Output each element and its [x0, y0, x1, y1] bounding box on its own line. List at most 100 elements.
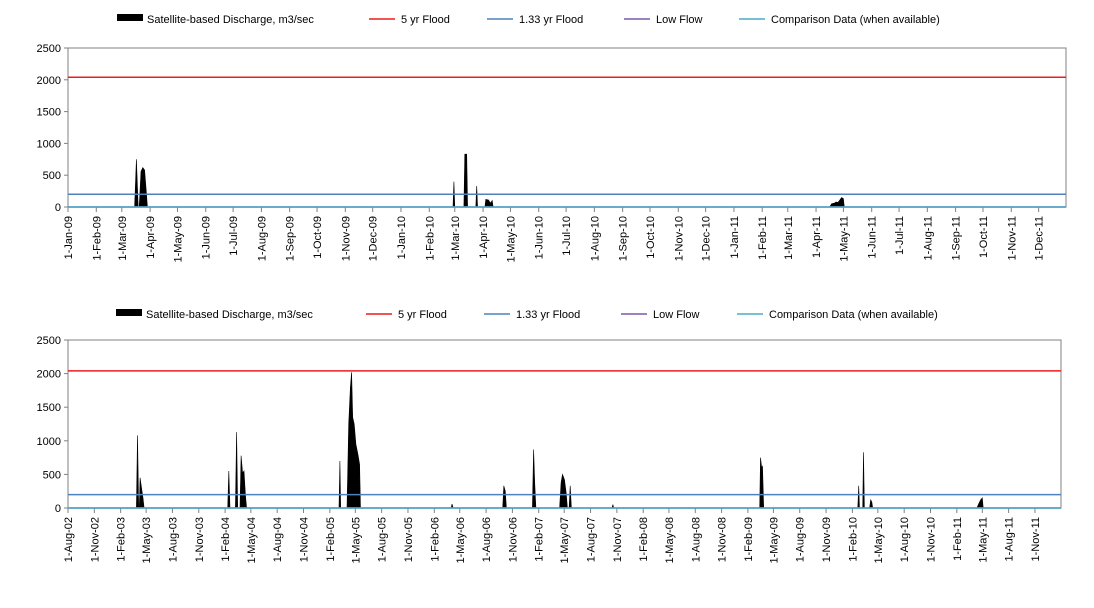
x-tick-label: 1-Nov-10	[926, 517, 938, 562]
y-tick-label: 2500	[37, 335, 61, 347]
x-tick-label: 1-Aug-10	[589, 216, 601, 261]
legend-entry: 5 yr Flood	[366, 309, 447, 321]
x-tick-label: 1-Mar-11	[783, 216, 795, 260]
x-tick-label: 1-Aug-08	[690, 517, 702, 562]
x-tick-label: 1-Sep-11	[951, 216, 963, 260]
legend-label: Comparison Data (when available)	[769, 309, 938, 321]
x-tick-label: 1-May-11	[977, 517, 989, 563]
legend-entry: Satellite-based Discharge, m3/sec	[117, 14, 314, 26]
x-tick-label: 1-May-11	[838, 216, 850, 262]
x-tick-label: 1-Sep-10	[618, 216, 630, 261]
plot-area	[67, 47, 1067, 208]
legend-label: 1.33 yr Flood	[519, 14, 583, 26]
x-tick-label: 1-Feb-04	[220, 517, 232, 562]
x-tick-label: 1-Aug-02	[63, 517, 75, 562]
x-tick-label: 1-Dec-11	[1034, 216, 1046, 260]
x-tick-label: 1-Aug-05	[377, 517, 389, 562]
legend-label: Low Flow	[653, 309, 700, 321]
x-tick-label: 1-May-07	[559, 517, 571, 563]
x-tick-label: 1-Oct-10	[645, 216, 657, 259]
x-tick-label: 1-Nov-05	[403, 517, 415, 562]
y-tick-label: 1500	[37, 107, 61, 119]
y-tick-label: 1000	[37, 138, 61, 150]
x-tick-label: 1-Oct-11	[978, 216, 990, 258]
x-tick-label: 1-Jan-09	[63, 216, 75, 259]
x-tick-label: 1-Sep-09	[285, 216, 297, 261]
legend-label: Comparison Data (when available)	[771, 14, 940, 26]
x-tick-label: 1-Feb-06	[429, 517, 441, 562]
x-tick-label: 1-Feb-11	[757, 216, 769, 260]
x-tick-label: 1-Nov-09	[340, 216, 352, 261]
legend-entry: 1.33 yr Flood	[484, 309, 580, 321]
legend-label: 5 yr Flood	[401, 14, 450, 26]
x-tick-label: 1-Apr-10	[478, 216, 490, 259]
x-tick-label: 1-Nov-11	[1030, 517, 1042, 561]
y-tick-label: 2500	[37, 43, 61, 55]
x-tick-label: 1-Aug-09	[256, 216, 268, 261]
x-tick-label: 1-Oct-09	[312, 216, 324, 259]
y-tick-label: 0	[55, 503, 61, 515]
x-tick-label: 1-May-09	[768, 517, 780, 563]
x-tick-label: 1-Nov-11	[1006, 216, 1018, 260]
y-tick-label: 500	[43, 170, 61, 182]
legend-swatch	[116, 309, 142, 316]
x-tick-label: 1-Feb-05	[325, 517, 337, 562]
x-tick-label: 1-May-10	[873, 517, 885, 563]
x-tick-label: 1-Nov-09	[821, 517, 833, 562]
x-tick-label: 1-May-08	[664, 517, 676, 563]
x-tick-label: 1-Jul-10	[561, 216, 573, 256]
x-tick-label: 1-Jun-11	[867, 216, 879, 259]
y-tick-label: 500	[43, 469, 61, 481]
x-tick-label: 1-Aug-11	[1004, 517, 1016, 561]
legend-label: Satellite-based Discharge, m3/sec	[146, 309, 313, 321]
x-tick-label: 1-Aug-04	[272, 517, 284, 562]
x-tick-label: 1-Aug-03	[167, 517, 179, 562]
legend-entry: Satellite-based Discharge, m3/sec	[116, 309, 313, 321]
x-tick-label: 1-Feb-09	[743, 517, 755, 562]
chart-1: Satellite-based Discharge, m3/sec 5 yr Fl…	[37, 14, 1067, 262]
x-tick-label: 1-Nov-03	[194, 517, 206, 562]
x-tick-label: 1-Aug-07	[586, 517, 598, 562]
x-tick-label: 1-Mar-10	[450, 216, 462, 261]
x-tick-label: 1-May-05	[350, 517, 362, 563]
y-tick-label: 0	[55, 202, 61, 214]
legend-swatch	[117, 14, 143, 21]
x-tick-label: 1-Aug-09	[795, 517, 807, 562]
x-tick-label: 1-Aug-10	[899, 517, 911, 562]
x-tick-label: 1-Feb-03	[116, 517, 128, 562]
x-tick-label: 1-Nov-10	[673, 216, 685, 261]
x-tick-label: 1-Jun-10	[534, 216, 546, 259]
y-tick-label: 2000	[37, 75, 61, 87]
legend-label: 5 yr Flood	[398, 309, 447, 321]
x-tick-label: 1-Feb-07	[534, 517, 546, 562]
series-discharge-area	[68, 372, 1061, 509]
x-tick-label: 1-Apr-11	[811, 216, 823, 258]
x-tick-label: 1-Mar-09	[117, 216, 129, 261]
legend-label: 1.33 yr Flood	[516, 309, 580, 321]
x-tick-label: 1-Nov-06	[507, 517, 519, 562]
x-tick-label: 1-May-09	[172, 216, 184, 262]
x-tick-label: 1-Dec-09	[368, 216, 380, 261]
x-tick-label: 1-May-10	[505, 216, 517, 262]
x-tick-label: 1-May-06	[455, 517, 467, 563]
legend-entry: Comparison Data (when available)	[737, 309, 938, 321]
x-tick-label: 1-Nov-04	[299, 517, 311, 562]
y-tick-label: 1000	[37, 436, 61, 448]
x-tick-label: 1-Nov-07	[612, 517, 624, 562]
x-tick-label: 1-Aug-06	[481, 517, 493, 562]
x-tick-label: 1-Nov-08	[717, 517, 729, 562]
y-tick-label: 1500	[37, 402, 61, 414]
legend-entry: 1.33 yr Flood	[487, 14, 583, 26]
x-tick-label: 1-Feb-08	[638, 517, 650, 562]
legend-label: Satellite-based Discharge, m3/sec	[147, 14, 314, 26]
x-tick-label: 1-Dec-10	[701, 216, 713, 261]
legend-entry: Comparison Data (when available)	[739, 14, 940, 26]
legend-entry: Low Flow	[621, 309, 700, 321]
legend-label: Low Flow	[656, 14, 703, 26]
x-tick-label: 1-Feb-10	[424, 216, 436, 261]
x-tick-label: 1-Jan-10	[396, 216, 408, 259]
x-tick-label: 1-Jul-11	[894, 216, 906, 255]
x-tick-label: 1-Jul-09	[228, 216, 240, 256]
x-tick-label: 1-Aug-11	[922, 216, 934, 260]
